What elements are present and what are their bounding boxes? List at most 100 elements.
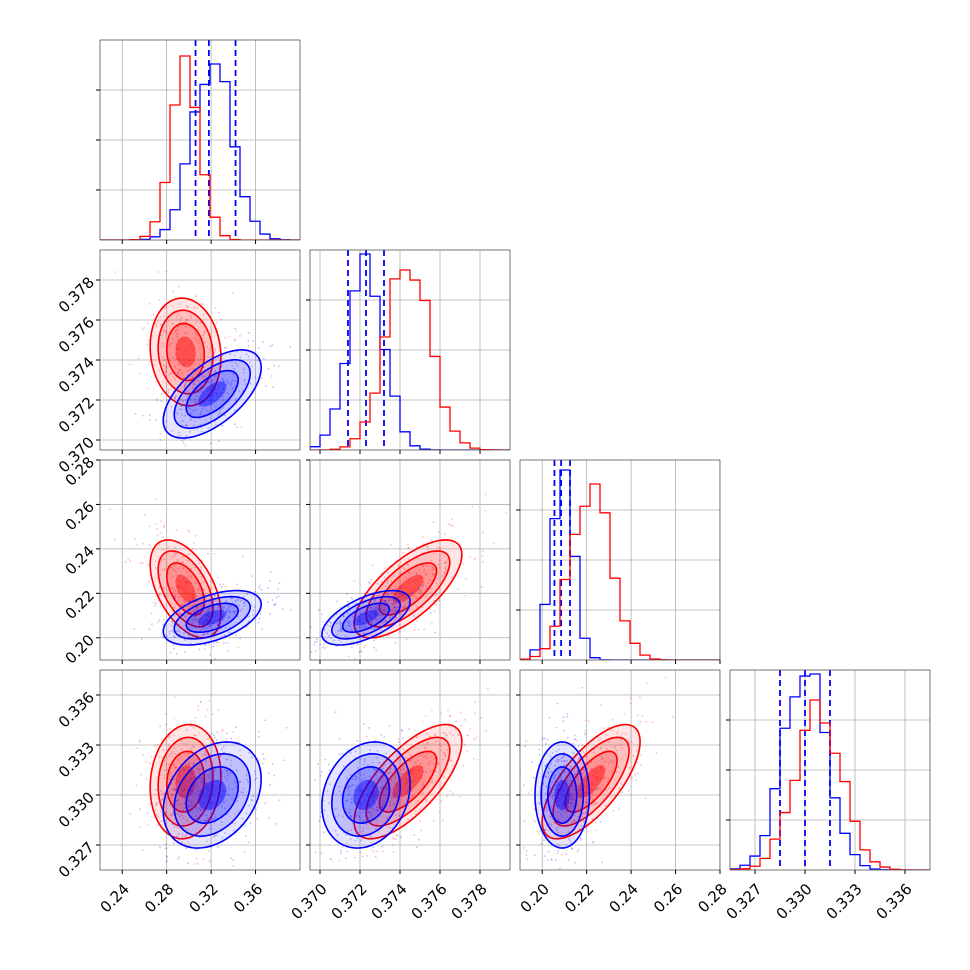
scatter-point [184, 803, 186, 806]
scatter-point [354, 615, 357, 617]
scatter-point [550, 858, 553, 860]
scatter-point [554, 774, 557, 777]
scatter-point [236, 615, 239, 618]
scatter-point [319, 774, 322, 777]
scatter-point [188, 805, 191, 808]
scatter-point [204, 751, 207, 754]
scatter-point [183, 384, 186, 386]
scatter-point [538, 748, 541, 751]
scatter-point [414, 813, 417, 815]
scatter-point [562, 720, 565, 723]
scatter-point [430, 588, 433, 590]
scatter-point [190, 778, 193, 780]
scatter-point [216, 623, 219, 626]
scatter-point [230, 605, 232, 607]
scatter-point [204, 753, 207, 756]
scatter-point [568, 771, 570, 774]
scatter-point [201, 407, 204, 410]
scatter-point [573, 819, 576, 821]
scatter-point [393, 606, 396, 609]
scatter-point [188, 764, 191, 766]
scatter-point [177, 567, 180, 570]
scatter-point [220, 608, 223, 610]
scatter-point [191, 791, 194, 793]
scatter-point [592, 803, 594, 806]
scatter-point [177, 758, 180, 761]
scatter-point [547, 771, 550, 774]
scatter-point [291, 657, 293, 659]
scatter-point [273, 774, 276, 777]
scatter-point [178, 815, 181, 818]
scatter-point [434, 740, 437, 743]
scatter-point [181, 587, 184, 590]
scatter-point [381, 621, 384, 624]
scatter-point [588, 720, 590, 723]
scatter-point [273, 364, 276, 367]
scatter-point [350, 802, 353, 804]
scatter-point [163, 307, 166, 309]
scatter-point [573, 738, 576, 741]
scatter-point [216, 576, 219, 579]
scatter-point [371, 761, 374, 764]
scatter-point [233, 354, 236, 357]
scatter-point [216, 792, 219, 794]
scatter-point [434, 734, 436, 737]
scatter-point [172, 376, 175, 378]
scatter-point [199, 813, 201, 816]
scatter-point [385, 752, 388, 755]
scatter-point [594, 777, 597, 780]
scatter-point [329, 783, 332, 786]
scatter-point [220, 805, 223, 808]
scatter-point [198, 648, 201, 651]
scatter-point [214, 307, 216, 310]
scatter-point [202, 858, 205, 861]
scatter-point [203, 620, 206, 623]
scatter-point [555, 750, 558, 752]
scatter-point [400, 836, 402, 839]
scatter-point [542, 782, 545, 785]
scatter-point [389, 804, 392, 807]
scatter-point [378, 597, 381, 600]
scatter-point [401, 773, 404, 776]
scatter-point [593, 748, 596, 751]
scatter-point [173, 825, 176, 828]
scatter-point [177, 813, 180, 815]
scatter-point [359, 758, 362, 761]
scatter-point [243, 604, 246, 607]
scatter-point [176, 357, 179, 360]
scatter-point [205, 781, 208, 784]
scatter-point [176, 559, 179, 561]
scatter-point [238, 604, 241, 606]
scatter-point [363, 627, 366, 630]
scatter-point [446, 795, 448, 798]
scatter-point [185, 581, 188, 584]
scatter-point [157, 271, 160, 273]
scatter-point [347, 622, 350, 624]
scatter-point [435, 593, 438, 595]
scatter-point [596, 802, 598, 805]
scatter-point [223, 346, 226, 349]
histogram-series-1 [310, 269, 510, 450]
scatter-point [173, 747, 176, 750]
scatter-point [431, 709, 433, 711]
scatter-point [398, 814, 401, 817]
scatter-point [404, 741, 407, 744]
scatter-point [635, 750, 638, 753]
scatter-point [168, 755, 171, 758]
scatter-point [544, 792, 547, 795]
scatter-point [172, 568, 175, 571]
scatter-point [197, 391, 200, 394]
scatter-point [128, 363, 131, 366]
scatter-point [340, 753, 343, 755]
scatter-point [400, 728, 403, 731]
scatter-point [245, 353, 248, 356]
scatter-point [235, 785, 238, 788]
scatter-point [559, 774, 562, 777]
scatter-point [645, 682, 648, 685]
scatter-point [181, 817, 184, 819]
scatter-point [618, 808, 621, 810]
scatter-point [193, 588, 196, 591]
scatter-point [269, 579, 271, 582]
scatter-point [182, 462, 184, 464]
scatter-point [159, 532, 162, 534]
